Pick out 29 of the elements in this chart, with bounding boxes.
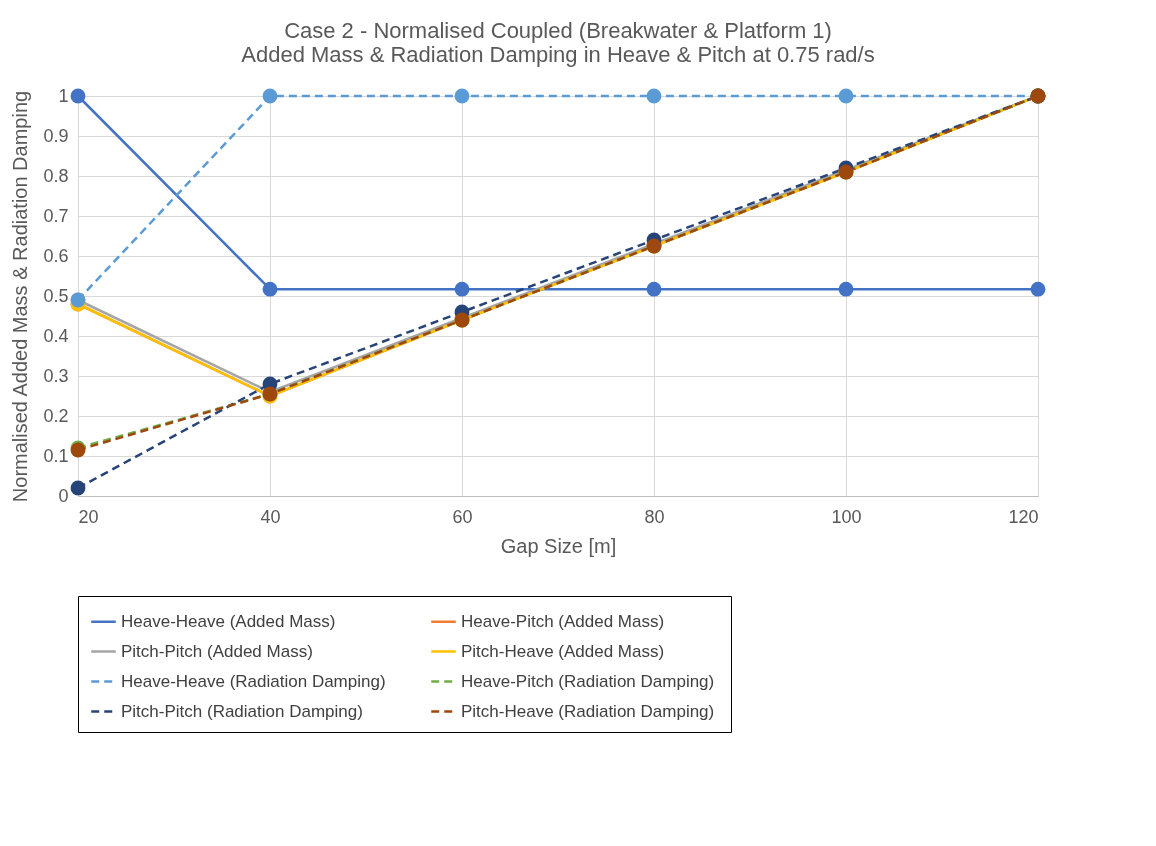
y-tick-label: 0.1 <box>43 445 69 466</box>
y-tick-label: 0.8 <box>43 165 69 186</box>
text: Added Mass & Radiation Damping in Heave & Pitch at 0.75 rad/s <box>241 42 875 67</box>
legend-label: Pitch-Heave (Added Mass) <box>461 641 665 661</box>
legend-label: Pitch-Heave (Radiation Damping) <box>461 701 715 721</box>
legend-label: Heave-Pitch (Radiation Damping) <box>461 671 715 691</box>
y-tick-label: 1 <box>58 85 69 106</box>
y-tick-label: 0.4 <box>43 325 69 346</box>
legend-label: Heave-Heave (Added Mass) <box>121 611 336 631</box>
x-tick-label: 120 <box>1008 506 1039 527</box>
y-tick-label: 0.9 <box>43 125 69 146</box>
y-tick-label: 0.2 <box>43 405 69 426</box>
x-tick-label: 100 <box>831 506 862 527</box>
legend-label: Heave-Heave (Radiation Damping) <box>121 671 386 691</box>
y-tick-label: 0 <box>58 485 69 506</box>
y-tick-label: 0.5 <box>43 285 69 306</box>
x-tick-label: 60 <box>452 506 473 527</box>
x-axis-title: Gap Size [m] <box>500 534 617 557</box>
x-tick-label: 20 <box>78 506 99 527</box>
y-tick-label: 0.3 <box>43 365 69 386</box>
legend-label: Pitch-Pitch (Radiation Damping) <box>121 701 363 721</box>
y-axis-title: Normalised Added Mass & Radiation Damping <box>9 90 32 503</box>
x-tick-label: 40 <box>260 506 281 527</box>
legend-label: Heave-Pitch (Added Mass) <box>461 611 665 631</box>
text: Case 2 - Normalised Coupled (Breakwater & Platform 1) <box>284 18 832 43</box>
x-tick-label: 80 <box>644 506 665 527</box>
legend-label: Pitch-Pitch (Added Mass) <box>121 641 313 661</box>
y-tick-label: 0.6 <box>43 245 69 266</box>
y-tick-label: 0.7 <box>43 205 69 226</box>
